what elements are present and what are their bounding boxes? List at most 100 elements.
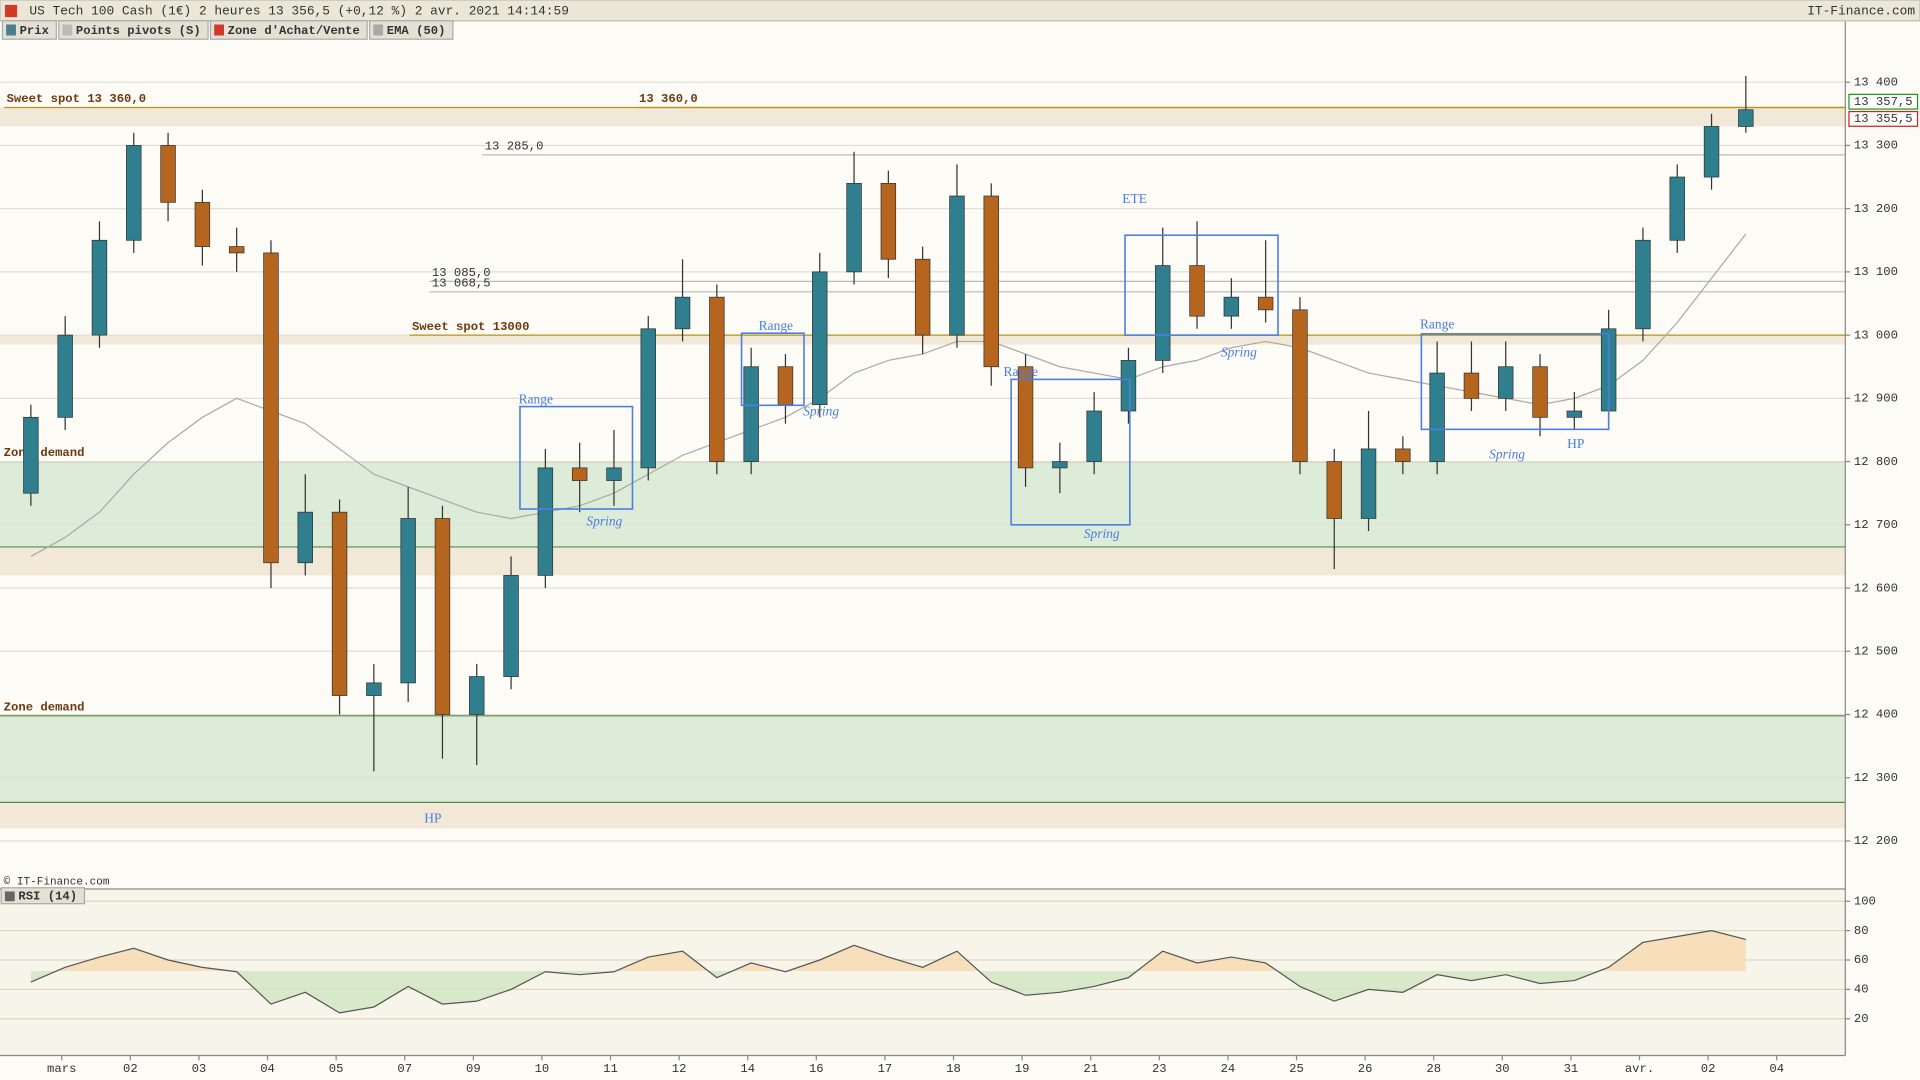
candle-body (709, 296, 725, 462)
y-tick-label: 12 500 (1854, 645, 1898, 659)
candle-body (1017, 366, 1034, 469)
rsi-fill-high (30, 930, 1746, 972)
candle-body (1498, 366, 1514, 399)
legend-swatch (6, 24, 16, 36)
candle-body (1463, 372, 1480, 399)
x-tick-label: 28 (1426, 1062, 1441, 1076)
rsi-tick-label: 60 (1854, 953, 1869, 967)
range-box (1420, 333, 1610, 431)
candle-body (571, 467, 588, 481)
candle-body (469, 676, 485, 715)
annotation: Range (759, 318, 793, 333)
y-tick-label: 13 100 (1854, 265, 1898, 279)
x-tick-label: 25 (1289, 1062, 1304, 1076)
legend-label: EMA (50) (387, 24, 446, 38)
candle-body (297, 511, 313, 564)
level-label: Sweet spot 13000 (412, 320, 529, 334)
x-tick-label: 09 (466, 1062, 481, 1076)
candle-body (503, 575, 519, 677)
annotation: Spring (1221, 345, 1257, 360)
header-source: IT-Finance.com (1807, 3, 1915, 18)
x-tick-label: 05 (329, 1062, 344, 1076)
candle-body (160, 145, 176, 203)
candle-body (1703, 126, 1720, 178)
band (0, 802, 1846, 829)
candle-body (846, 183, 862, 273)
x-tick-label: 04 (260, 1062, 275, 1076)
x-tick-label: 19 (1015, 1062, 1030, 1076)
x-tick-label: 24 (1221, 1062, 1236, 1076)
x-tick-label: 04 (1769, 1062, 1784, 1076)
candle-body (1257, 296, 1274, 311)
candle-body (57, 334, 73, 418)
level-label: Sweet spot 13 360,0 (7, 92, 147, 106)
range-box (519, 405, 634, 510)
x-tick-label: avr. (1625, 1062, 1654, 1076)
x-tick-label: 31 (1564, 1062, 1579, 1076)
header-title: US Tech 100 Cash (1€) 2 heures 13 356,5 … (29, 3, 569, 18)
candle-body (1052, 461, 1068, 469)
candle-body (674, 296, 691, 330)
candle-body (1532, 366, 1548, 418)
range-box (1010, 378, 1131, 526)
y-tick-label: 12 400 (1854, 708, 1898, 722)
copyright: © IT-Finance.com (4, 877, 110, 889)
y-tick-label: 13 300 (1854, 139, 1898, 153)
y-tick-label: 13 200 (1854, 202, 1898, 216)
y-tick-label: 13 000 (1854, 328, 1898, 342)
candle-body (743, 366, 759, 462)
rsi-title: RSI (14) (18, 890, 77, 904)
demand-zone (0, 715, 1846, 803)
x-tick-label: 21 (1083, 1062, 1098, 1076)
annotation: Spring (1489, 446, 1525, 461)
x-tick-label: 16 (809, 1062, 824, 1076)
range-box (740, 332, 805, 407)
level-label: 13 285,0 (485, 140, 544, 154)
candle-body (1086, 410, 1102, 462)
candle-body (1566, 410, 1583, 418)
x-tick-label: 02 (1701, 1062, 1716, 1076)
candle-body (777, 366, 794, 406)
header-icon (4, 4, 18, 18)
candle-body (1395, 448, 1411, 462)
candle-body (983, 195, 999, 368)
candle-body (914, 258, 931, 336)
candle-body (400, 518, 416, 684)
legend-item (368, 20, 454, 40)
x-tick-label: 26 (1358, 1062, 1373, 1076)
price-label-box (1848, 110, 1919, 127)
candle-body (1120, 360, 1137, 412)
x-tick-label: 02 (123, 1062, 138, 1076)
y-tick-label: 12 600 (1854, 581, 1898, 595)
x-tick-label: 11 (603, 1062, 618, 1076)
x-tick-label: mars (47, 1062, 76, 1076)
annotation: Range (1004, 364, 1038, 379)
rsi-label-box (0, 887, 86, 905)
rsi-line (30, 929, 1746, 1014)
candle-body (1360, 448, 1377, 519)
y-tick-label: 12 700 (1854, 518, 1898, 532)
candle-body (263, 252, 279, 564)
candle-body (1189, 265, 1205, 317)
candle-body (194, 201, 211, 247)
price-label-box (1848, 93, 1919, 110)
x-tick-label: 14 (740, 1062, 755, 1076)
annotation: Spring (586, 513, 622, 528)
y-tick-label: 12 900 (1854, 392, 1898, 406)
candle-body (228, 246, 245, 254)
candle-body (23, 416, 39, 494)
candle-body (434, 518, 451, 715)
candle-body (1669, 176, 1685, 241)
candle-body (1738, 109, 1754, 127)
candle-body (640, 328, 656, 469)
y-tick-label: 13 400 (1854, 75, 1898, 89)
candle-body (1292, 309, 1308, 462)
legend-item (209, 20, 368, 40)
legend-label: Zone d'Achat/Vente (228, 24, 360, 38)
x-tick-label: 23 (1152, 1062, 1167, 1076)
level-label: 13 085,0 (432, 266, 491, 280)
annotation: Spring (803, 403, 839, 418)
annotation: ETE (1122, 191, 1147, 206)
